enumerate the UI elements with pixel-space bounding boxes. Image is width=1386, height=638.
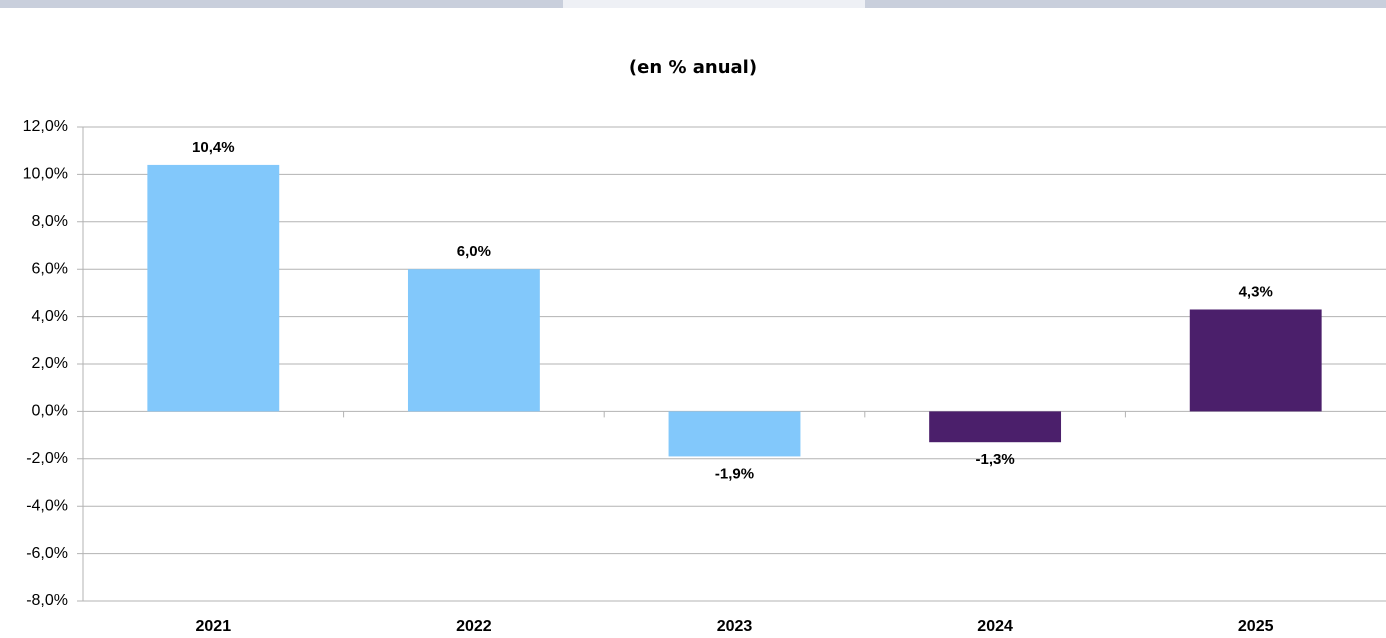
y-tick-label: 10,0% xyxy=(23,166,68,183)
y-tick-label: 2,0% xyxy=(32,355,68,372)
y-tick-label: -4,0% xyxy=(26,497,68,514)
value-label: -1,9% xyxy=(715,465,754,482)
bar xyxy=(1189,309,1322,412)
bar xyxy=(929,411,1062,443)
x-tick-label: 2022 xyxy=(456,618,492,635)
value-label: 4,3% xyxy=(1239,283,1273,300)
y-tick-label: 4,0% xyxy=(32,308,68,325)
y-tick-label: 12,0% xyxy=(23,118,68,135)
y-tick-label: 6,0% xyxy=(32,260,68,277)
y-tick-label: -6,0% xyxy=(26,545,68,562)
y-tick-label: -2,0% xyxy=(26,450,68,467)
x-tick-label: 2024 xyxy=(977,618,1013,635)
bar xyxy=(407,269,540,412)
x-tick-label: 2021 xyxy=(196,618,232,635)
value-label: 10,4% xyxy=(192,139,235,156)
bar xyxy=(147,164,280,412)
x-tick-label: 2025 xyxy=(1238,618,1274,635)
value-label: -1,3% xyxy=(976,451,1015,468)
y-tick-label: 0,0% xyxy=(32,403,68,420)
top-band-tab xyxy=(563,0,865,8)
y-tick-label: 8,0% xyxy=(32,213,68,230)
x-tick-label: 2023 xyxy=(717,618,753,635)
value-label: 6,0% xyxy=(457,243,491,260)
bar xyxy=(668,411,801,457)
chart-title: (en % anual) xyxy=(629,57,757,78)
y-tick-label: -8,0% xyxy=(26,592,68,609)
